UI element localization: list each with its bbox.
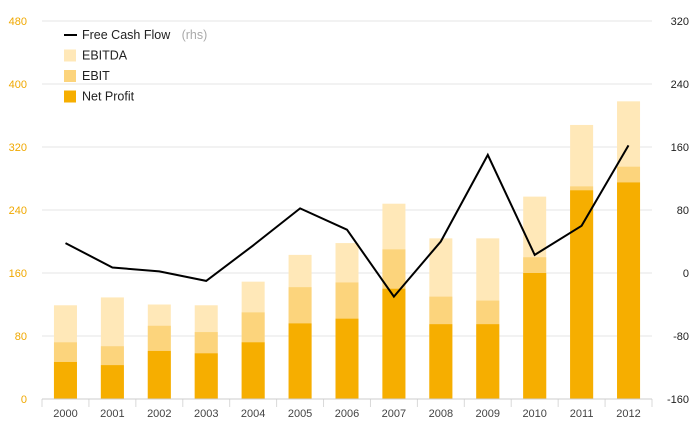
- x-tick-label: 2005: [288, 408, 312, 420]
- right-tick-label: 80: [677, 205, 689, 217]
- grid-lines: [41, 20, 653, 407]
- bar-net-profit: [570, 190, 594, 399]
- fcf-line-layer: [65, 144, 630, 299]
- x-tick-label: 2011: [570, 408, 594, 420]
- left-tick-label: 160: [9, 268, 27, 280]
- legend: Free Cash Flow (rhs) EBITDA EBIT Net Profit: [64, 28, 207, 104]
- x-tick-label: 2007: [382, 408, 406, 420]
- left-tick-label: 400: [9, 79, 27, 91]
- right-tick-label: -80: [673, 331, 689, 343]
- legend-label: Free Cash Flow: [82, 28, 171, 42]
- right-tick-label: 320: [671, 16, 689, 28]
- axes: 0 -160 80 -80 160 0 240 80 320 160 400 240 480 320 200…: [9, 16, 689, 420]
- x-tick-label: 2008: [429, 408, 453, 420]
- left-tick-label: 320: [9, 142, 27, 154]
- bar-net-profit: [288, 323, 312, 399]
- right-tick-label: -160: [667, 394, 689, 406]
- legend-swatch: [64, 49, 76, 62]
- bar-net-profit: [53, 361, 77, 399]
- bar-net-profit: [429, 324, 453, 399]
- x-tick-label: 2006: [335, 408, 359, 420]
- legend-swatch: [64, 70, 76, 82]
- x-tick-label: 2009: [476, 408, 500, 420]
- legend-swatch: [64, 90, 76, 103]
- right-tick-label: 240: [671, 79, 689, 91]
- bar-net-profit: [100, 365, 124, 399]
- bar-net-profit: [147, 350, 171, 399]
- right-tick-label: 160: [671, 142, 689, 154]
- bar-net-profit: [476, 324, 500, 399]
- x-tick-label: 2004: [241, 408, 265, 420]
- left-tick-label: 480: [9, 16, 27, 28]
- bar-net-profit: [617, 182, 641, 399]
- x-tick-label: 2010: [522, 408, 546, 420]
- bar-net-profit: [523, 273, 547, 399]
- line-free-cash-flow: [65, 144, 630, 299]
- bar-net-profit: [335, 318, 359, 399]
- left-tick-label: 240: [9, 205, 27, 217]
- x-tick-label: 2001: [100, 408, 124, 420]
- legend-note: (rhs): [182, 28, 208, 42]
- x-tick-label: 2003: [194, 408, 218, 420]
- legend-label: EBITDA: [82, 49, 128, 63]
- x-tick-label: 2000: [53, 408, 77, 420]
- bars: [53, 101, 641, 399]
- right-tick-label: 0: [683, 268, 689, 280]
- bar-net-profit: [194, 353, 218, 399]
- legend-label: Net Profit: [82, 90, 135, 104]
- x-tick-label: 2012: [616, 408, 640, 420]
- left-tick-label: 80: [15, 331, 27, 343]
- left-tick-label: 0: [21, 394, 27, 406]
- bar-net-profit: [382, 288, 406, 399]
- bar-net-profit: [241, 342, 265, 399]
- x-tick-label: 2002: [147, 408, 171, 420]
- legend-label: EBIT: [82, 69, 110, 83]
